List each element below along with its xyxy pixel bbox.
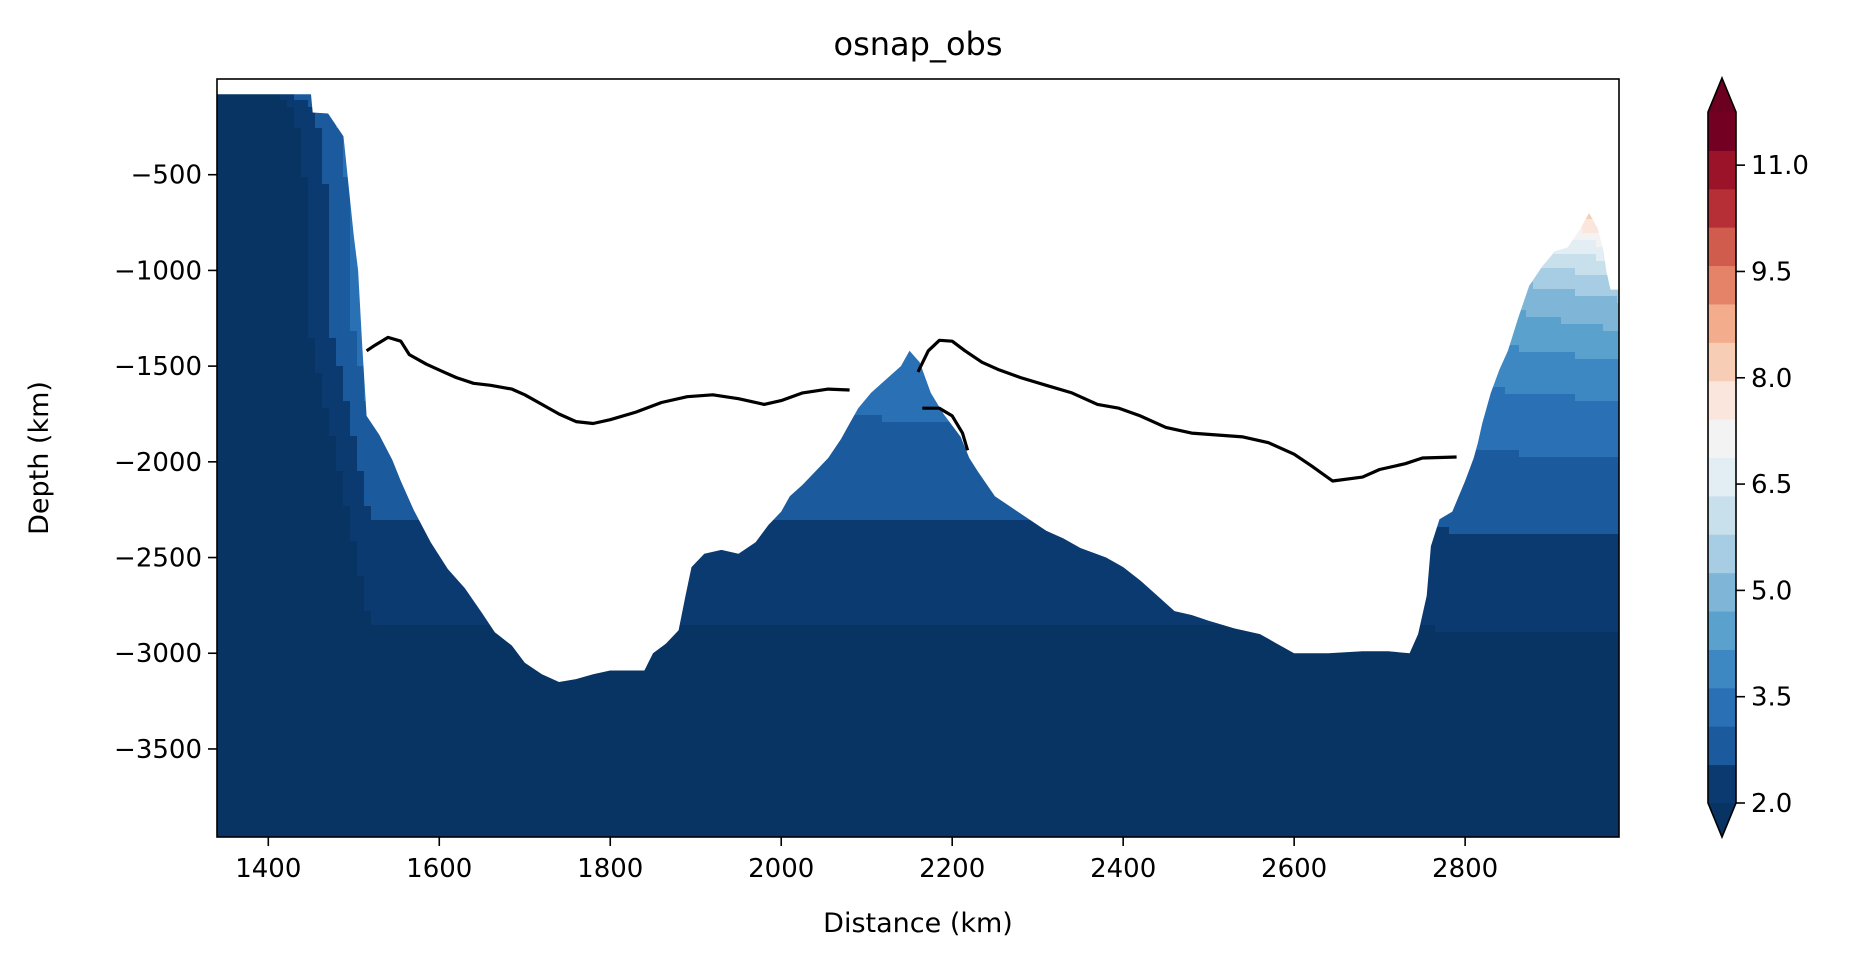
y-axis: −500 −1000 −1500 −2000 −2500 −3000 −3500: [114, 161, 217, 765]
colorbar-segment: [1708, 726, 1736, 766]
y-tick-label: −2500: [114, 544, 202, 574]
x-tick-label: 2400: [1090, 854, 1156, 884]
colorbar-tick-label: 11.0: [1751, 151, 1809, 181]
colorbar: 2.0 3.5 5.0 6.5 8.0 9.5 11.0: [1707, 75, 1809, 840]
colorbar-segment: [1708, 303, 1736, 343]
colorbar-segment: [1708, 419, 1736, 458]
contour-field: [217, 79, 1619, 837]
colorbar-tick-label: 9.5: [1751, 257, 1792, 287]
isoline-segment: [365, 335, 850, 426]
topography-mask: [217, 79, 1619, 837]
y-tick-label: −2000: [114, 448, 202, 478]
x-tick-label: 2800: [1432, 854, 1498, 884]
colorbar-tick-label: 8.0: [1751, 364, 1792, 394]
plot-frame: [216, 78, 1620, 838]
colorbar-segment: [1708, 534, 1736, 574]
colorbar-under-arrow: [1708, 803, 1736, 837]
colorbar-segment: [1708, 150, 1736, 190]
x-tick-label: 1800: [577, 854, 643, 884]
colorbar-segment: [1708, 764, 1736, 804]
y-tick-label: −500: [131, 161, 202, 191]
colorbar-segment: [1708, 649, 1736, 689]
isoline-segment: [916, 338, 1457, 483]
colorbar-tick-label: 2.0: [1751, 789, 1792, 819]
y-tick-label: −3000: [114, 639, 202, 669]
colorbar-segment: [1708, 112, 1736, 151]
x-axis-title: Distance (km): [823, 908, 1013, 939]
isoline-segment: [922, 406, 970, 451]
isolines: [365, 335, 1457, 483]
y-axis-title: Depth (km): [24, 381, 55, 535]
colorbar-outline: [1707, 75, 1737, 840]
chart-title: osnap_obs: [833, 25, 1002, 63]
x-tick-label: 2200: [919, 854, 985, 884]
x-axis: 1400 1600 1800 2000 2200 2400 2600 2800: [235, 837, 1498, 884]
colorbar-segment: [1708, 495, 1736, 535]
colorbar-segment: [1708, 457, 1736, 497]
colorbar-segment: [1708, 572, 1736, 612]
colorbar-over-arrow: [1708, 78, 1736, 112]
x-tick-label: 1400: [235, 854, 301, 884]
y-tick-label: −3500: [114, 735, 202, 765]
colorbar-segment: [1708, 188, 1736, 228]
y-tick-label: −1500: [114, 352, 202, 382]
colorbar-segment: [1708, 265, 1736, 305]
colorbar-segment: [1708, 380, 1736, 420]
colorbar-tick-label: 6.5: [1751, 470, 1792, 500]
colorbar-segment: [1708, 342, 1736, 382]
colorbar-tick-label: 5.0: [1751, 576, 1792, 606]
x-tick-label: 2000: [748, 854, 814, 884]
colorbar-segment: [1708, 611, 1736, 650]
colorbar-segment: [1708, 227, 1736, 267]
x-tick-label: 1600: [406, 854, 472, 884]
x-tick-label: 2600: [1261, 854, 1327, 884]
colorbar-tick-label: 3.5: [1751, 683, 1792, 713]
colorbar-segment: [1708, 687, 1736, 727]
y-tick-label: −1000: [114, 256, 202, 286]
